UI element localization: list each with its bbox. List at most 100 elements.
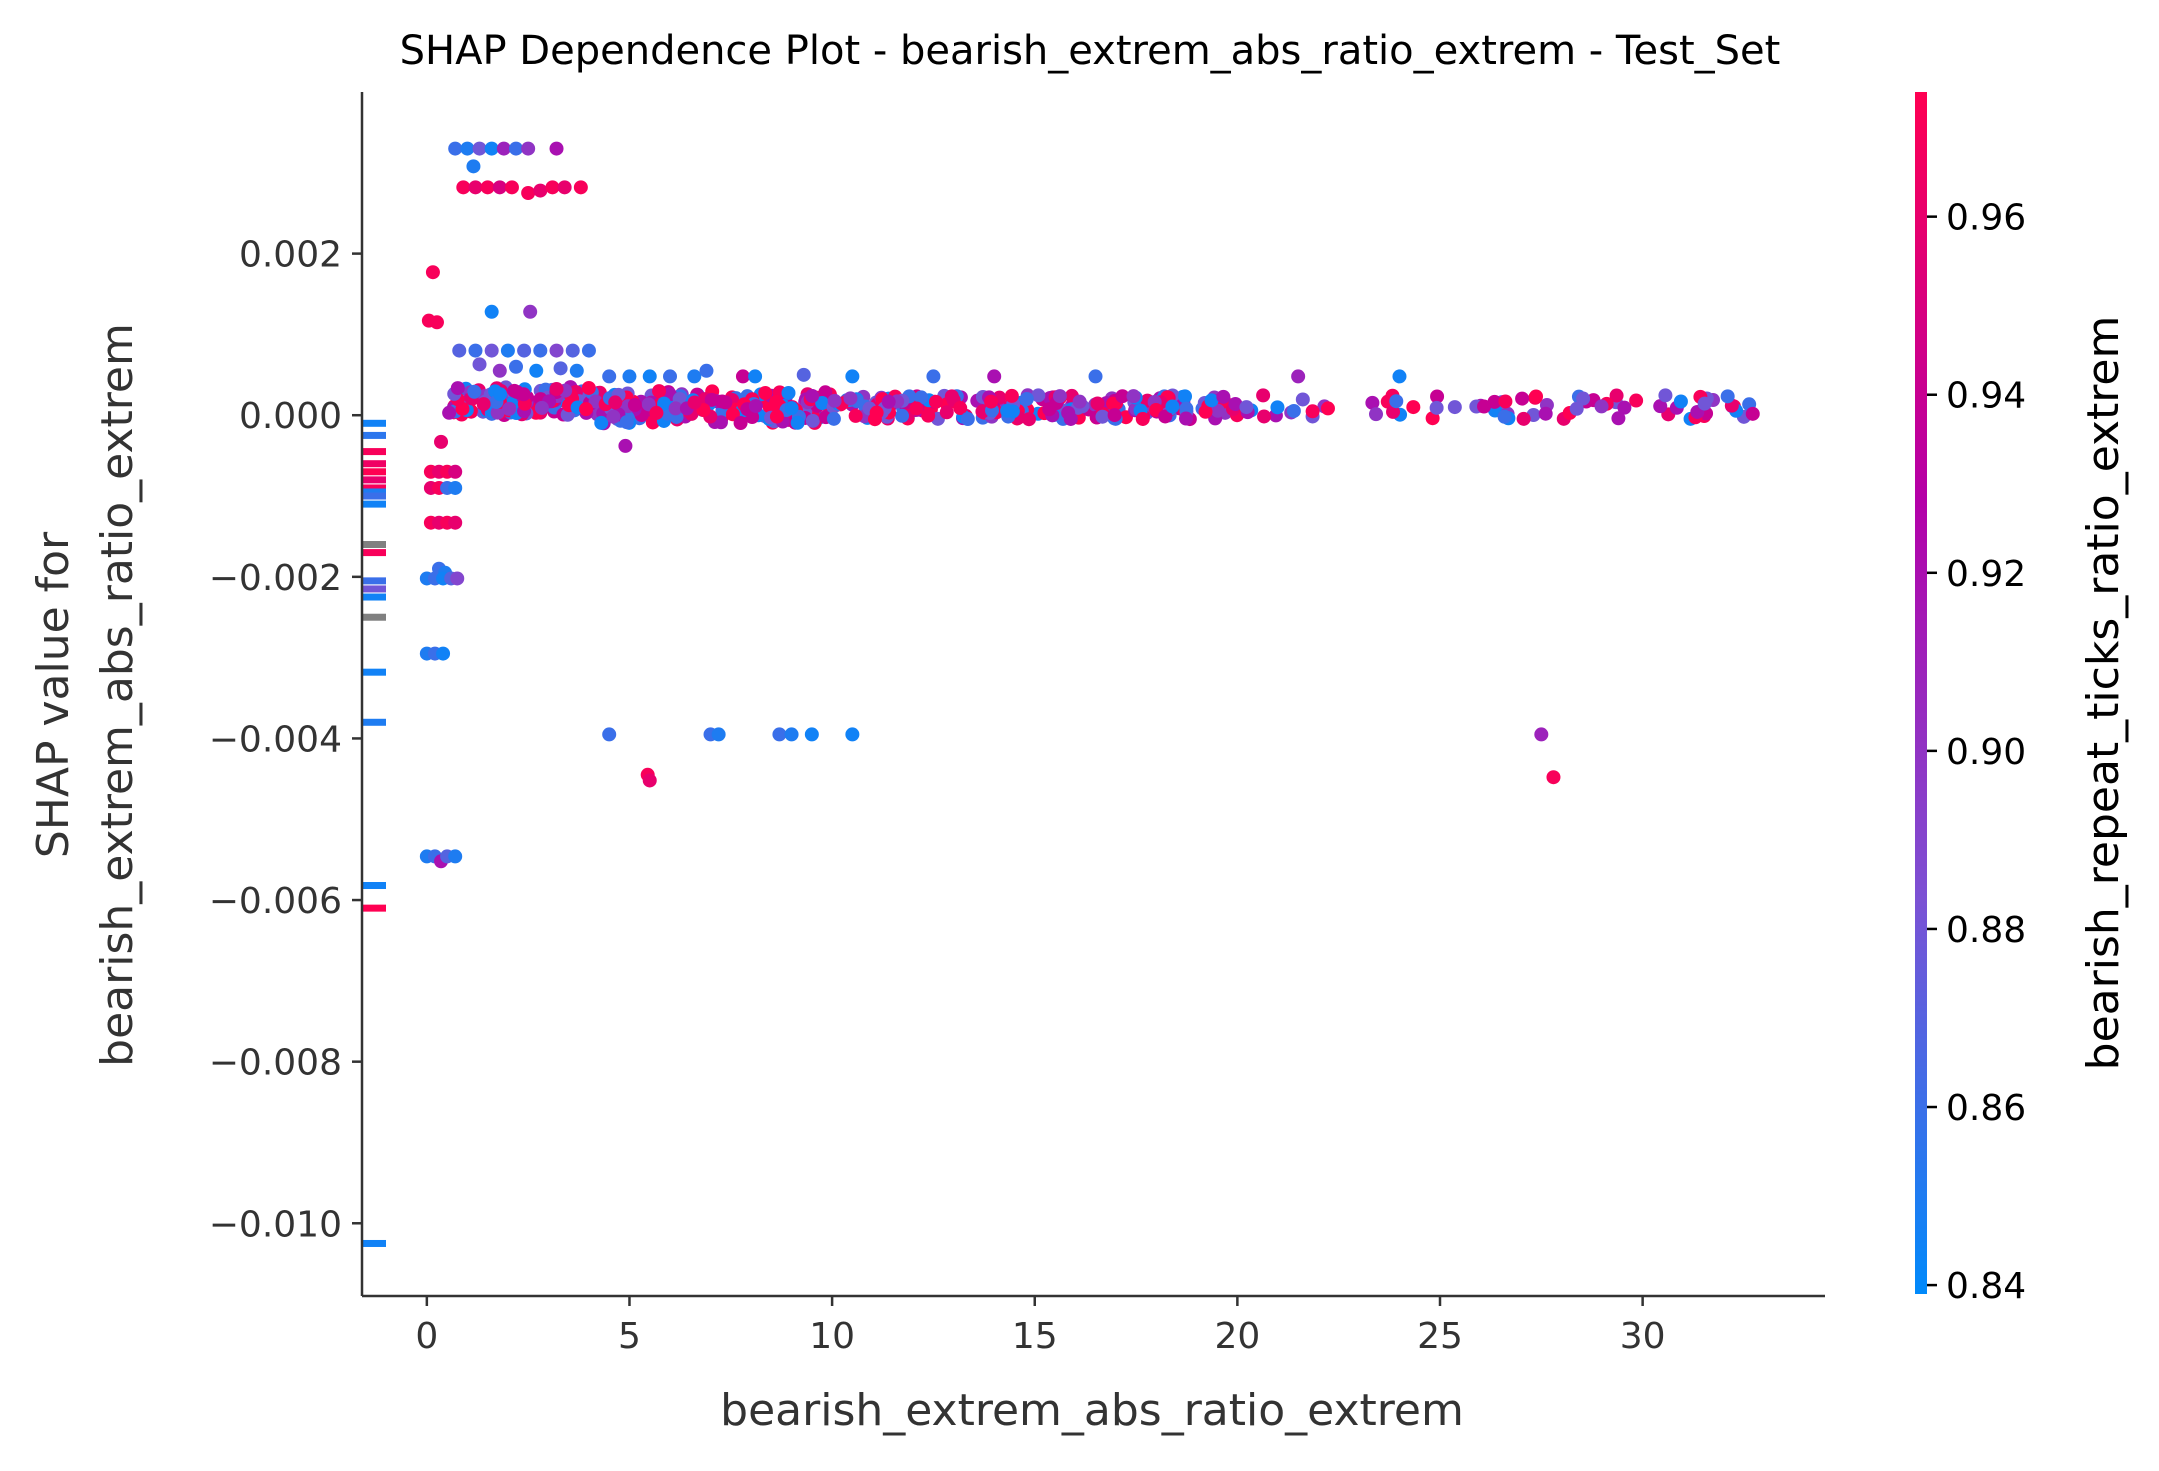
missing-value-marker xyxy=(362,431,386,439)
band-point xyxy=(1198,404,1213,419)
x-tick-label: 0 xyxy=(415,1316,438,1357)
band-point xyxy=(928,394,943,409)
missing-value-marker xyxy=(362,419,386,427)
y-axis-ticks: 0.002 0.000 −0.002 −0.004 −0.006 −0.008 −0.010 xyxy=(209,235,362,1245)
band-point xyxy=(581,380,596,395)
x-axis-ticks: 0 5 10 15 20 25 30 xyxy=(415,1296,1666,1357)
band-point xyxy=(649,405,664,420)
colorbar-title: bearish_repeat_ticks_ratio_extrem xyxy=(2078,316,2129,1071)
band-point xyxy=(1745,406,1760,421)
scatter-point xyxy=(436,646,451,661)
band-point xyxy=(1210,403,1225,418)
missing-value-marker xyxy=(362,593,386,601)
band-point xyxy=(1594,399,1609,414)
scatter-point xyxy=(845,727,860,742)
scatter-point xyxy=(687,369,702,384)
scatter-point xyxy=(484,304,499,319)
scatter-point xyxy=(926,369,941,384)
band-point xyxy=(1406,400,1421,415)
band-point xyxy=(848,408,863,423)
band-point xyxy=(1216,389,1231,404)
x-tick-label: 5 xyxy=(618,1316,641,1357)
band-point xyxy=(627,397,642,412)
scatter-point xyxy=(1534,727,1549,742)
band-point xyxy=(704,392,719,407)
band-point xyxy=(1228,396,1243,411)
scatter-point xyxy=(1392,369,1407,384)
x-axis-title: bearish_extrem_abs_ratio_extrem xyxy=(720,1385,1464,1436)
band-point xyxy=(1115,389,1130,404)
band-point xyxy=(549,381,564,396)
band-point xyxy=(769,394,784,409)
scatter-point xyxy=(533,343,548,358)
scatter-point xyxy=(460,141,475,156)
colorbar xyxy=(1915,92,1927,1294)
band-point xyxy=(1529,389,1544,404)
missing-value-marker xyxy=(362,585,386,593)
band-point xyxy=(668,401,683,416)
band-point xyxy=(769,409,784,424)
band-point xyxy=(608,395,623,410)
band-point xyxy=(594,415,609,430)
scatter-point xyxy=(496,141,511,156)
scatter-point xyxy=(448,849,463,864)
scatter-points xyxy=(419,141,1760,869)
band-point xyxy=(652,384,667,399)
scatter-point xyxy=(523,304,538,319)
missing-value-marker xyxy=(362,577,386,585)
scatter-point xyxy=(735,369,750,384)
scatter-point xyxy=(448,480,463,495)
band-point xyxy=(1498,394,1513,409)
scatter-point xyxy=(553,361,568,376)
band-point xyxy=(1135,411,1150,426)
scatter-point xyxy=(504,180,519,195)
scatter-point xyxy=(450,571,465,586)
missing-value-marker xyxy=(362,613,386,621)
band-point xyxy=(713,415,728,430)
missing-value-marker xyxy=(362,904,386,912)
scatter-point xyxy=(549,141,564,156)
y-tick-label: −0.010 xyxy=(209,1204,342,1245)
x-tick-label: 30 xyxy=(1620,1316,1666,1357)
band-point xyxy=(1658,388,1673,403)
band-point xyxy=(921,408,936,423)
band-point xyxy=(784,401,799,416)
band-point xyxy=(619,415,634,430)
band-point xyxy=(579,402,594,417)
band-point xyxy=(1369,407,1384,422)
band-point xyxy=(1365,395,1380,410)
scatter-point xyxy=(434,434,449,449)
band-point xyxy=(1617,400,1632,415)
chart-title: SHAP Dependence Plot - bearish_extrem_ab… xyxy=(400,28,1781,74)
scatter-point xyxy=(466,159,481,174)
band-point xyxy=(843,391,858,406)
scatter-point xyxy=(804,727,819,742)
band-point xyxy=(1673,394,1688,409)
missing-value-marker xyxy=(362,468,386,476)
scatter-point xyxy=(699,363,714,378)
band-point xyxy=(914,390,929,405)
band-point xyxy=(606,409,621,424)
scatter-point xyxy=(1088,369,1103,384)
scatter-point xyxy=(442,405,457,420)
scatter-point xyxy=(565,343,580,358)
band-point xyxy=(1063,411,1078,426)
band-point xyxy=(1305,404,1320,419)
y-tick-label: −0.004 xyxy=(209,719,342,760)
y-tick-label: 0.002 xyxy=(239,235,342,276)
missing-value-marker xyxy=(362,484,386,492)
band-point xyxy=(1095,409,1110,424)
scatter-point xyxy=(796,367,811,382)
colorbar-tick-label: 0.94 xyxy=(1946,376,2026,417)
band-point xyxy=(781,385,796,400)
missing-value-marker xyxy=(362,882,386,890)
band-point xyxy=(1000,403,1015,418)
scatter-point xyxy=(509,359,523,374)
band-point xyxy=(1286,403,1301,418)
band-point xyxy=(1389,394,1404,409)
band-point xyxy=(715,394,730,409)
band-point xyxy=(1004,388,1019,403)
missing-value-marker xyxy=(362,448,386,456)
scatter-point xyxy=(987,369,1002,384)
